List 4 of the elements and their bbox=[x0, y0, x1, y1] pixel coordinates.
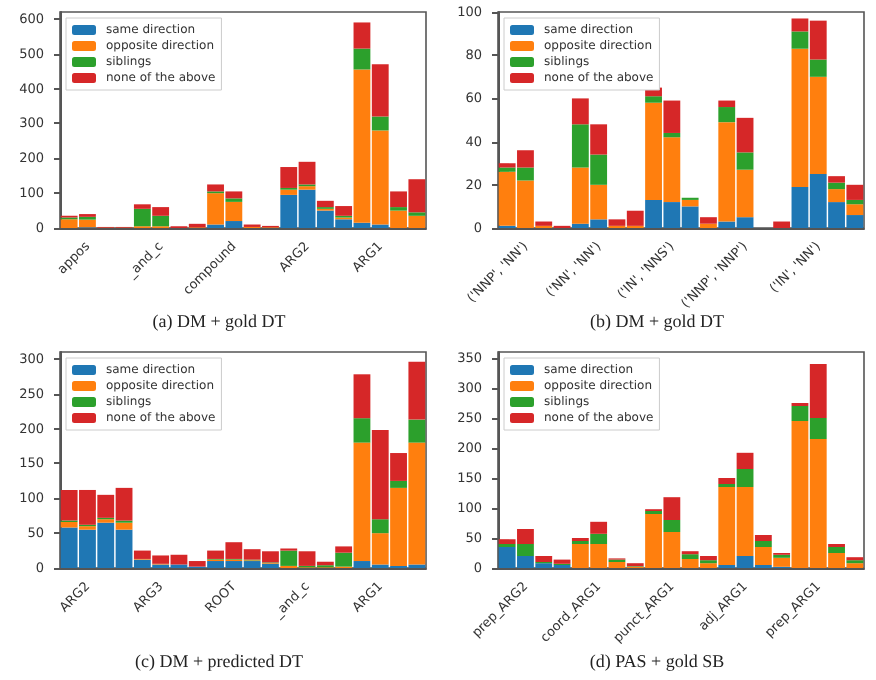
text: (c) DM + predicted DT bbox=[134, 651, 305, 671]
text: (b) DM + gold DT bbox=[589, 311, 726, 331]
text: (a) DM + gold DT bbox=[152, 311, 287, 331]
text: (d) PAS + gold SB bbox=[589, 651, 725, 671]
